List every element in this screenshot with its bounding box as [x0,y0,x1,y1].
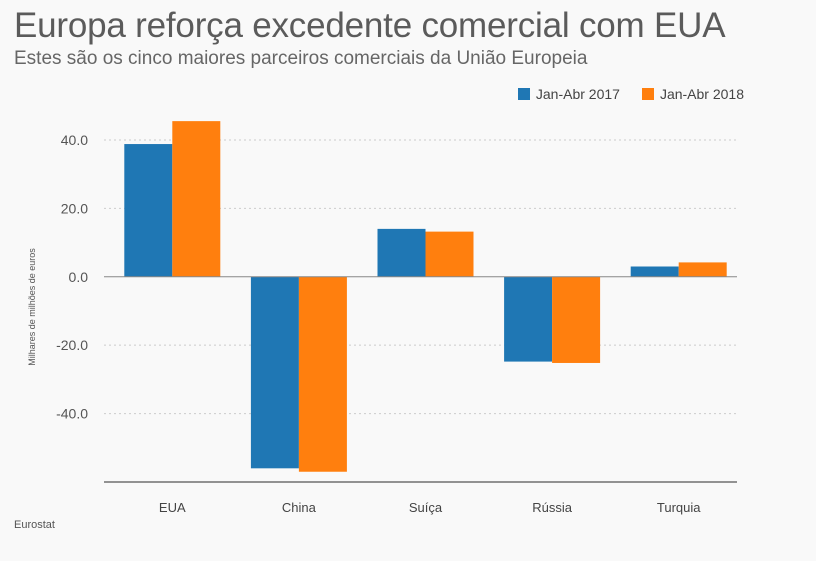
x-tick-label: EUA [159,500,186,515]
bar-2018-turquia [678,262,727,277]
x-tick-label: Suíça [409,500,443,515]
legend-label-2018: Jan-Abr 2018 [659,86,744,102]
legend-item-2017: Jan-Abr 2017 [517,86,620,102]
bar-2017-china [250,276,299,469]
legend-item-2018: Jan-Abr 2018 [641,86,744,102]
y-tick-label: 20.0 [61,200,88,216]
bar-2018-china [298,276,347,472]
bar-2017-suíça [377,228,426,277]
y-tick-label: -20.0 [56,337,88,353]
bar-2017-turquia [630,266,679,277]
bar-2018-eua [172,121,221,277]
y-tick-label: 0.0 [69,269,89,285]
chart-subtitle: Estes são os cinco maiores parceiros com… [14,48,588,69]
source-note: Eurostat [14,519,55,531]
chart-title: Europa reforça excedente comercial com E… [14,6,726,45]
x-tick-label: Rússia [532,500,573,515]
bar-2017-rússia [504,276,553,362]
chart-legend: Jan-Abr 2017 Jan-Abr 2018 [517,86,744,102]
bar-2018-rússia [552,276,601,363]
legend-label-2017: Jan-Abr 2017 [535,86,620,102]
x-tick-label: China [282,500,317,515]
y-tick-label: 40.0 [61,132,88,148]
bar-2018-suíça [425,231,474,277]
legend-swatch-2018 [641,88,654,100]
y-axis-label: Milhares de milhões de euros [27,248,37,366]
bar-2017-eua [124,144,173,277]
y-tick-label: -40.0 [56,406,88,422]
x-tick-label: Turquia [657,500,701,515]
legend-swatch-2017 [517,88,530,100]
